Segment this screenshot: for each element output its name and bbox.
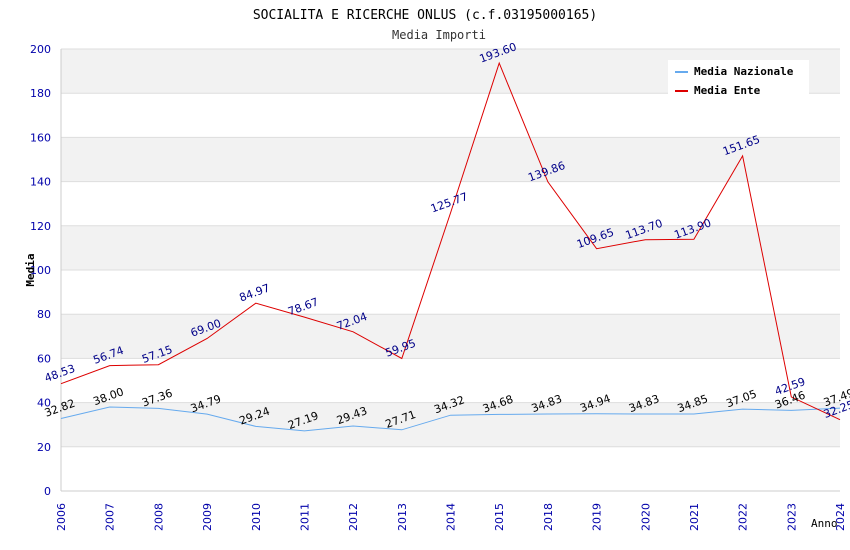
y-tick-label: 60 xyxy=(37,352,51,365)
data-label: 125.77 xyxy=(429,190,470,215)
x-tick-label: 2006 xyxy=(55,503,68,531)
x-tick-label: 2009 xyxy=(201,503,214,531)
series-line-media-nazionale xyxy=(60,406,841,432)
x-tick-label: 2013 xyxy=(396,503,409,531)
y-tick-label: 100 xyxy=(30,264,51,277)
legend: Media Nazionale Media Ente xyxy=(668,60,809,98)
y-tick-label: 160 xyxy=(30,131,51,144)
y-tick-label: 140 xyxy=(30,176,51,189)
x-tick-label: 2022 xyxy=(737,503,750,531)
x-axis-ticks: 2006 2007 2008 2009 2010 2011 2012 2013 2014 2015… xyxy=(55,503,847,531)
grid-lines xyxy=(60,48,840,492)
y-axis-ticks: 0 20 40 60 80 100 120 140 160 180 200 xyxy=(30,43,51,498)
y-tick-label: 40 xyxy=(37,397,51,410)
plot-band xyxy=(61,314,840,359)
x-tick-label: 2021 xyxy=(688,503,701,531)
y-tick-label: 0 xyxy=(44,485,51,498)
chart-subtitle: Media Importi xyxy=(392,28,486,42)
data-label: 84.97 xyxy=(238,281,272,304)
x-tick-label: 2011 xyxy=(298,503,311,531)
x-tick-label: 2014 xyxy=(445,503,458,531)
y-tick-label: 180 xyxy=(30,87,51,100)
y-tick-label: 200 xyxy=(30,43,51,56)
x-tick-label: 2023 xyxy=(785,503,798,531)
chart-title: SOCIALITA E RICERCHE ONLUS (c.f.03195000… xyxy=(253,8,597,23)
x-tick-label: 2024 xyxy=(834,503,847,531)
y-tick-label: 120 xyxy=(30,220,51,233)
x-tick-label: 2015 xyxy=(493,503,506,531)
plot-bands xyxy=(61,49,840,447)
data-label: 48.53 xyxy=(43,362,77,385)
x-tick-label: 2020 xyxy=(639,503,652,531)
y-axis-label: Media xyxy=(24,253,37,286)
plot-band xyxy=(61,225,840,270)
x-tick-label: 2008 xyxy=(152,503,165,531)
series-lines xyxy=(60,61,841,432)
plot-band xyxy=(61,137,840,182)
x-tick-label: 2018 xyxy=(542,503,555,531)
legend-label-media-ente: Media Ente xyxy=(694,84,761,97)
x-tick-label: 2019 xyxy=(591,503,604,531)
legend-label-media-nazionale: Media Nazionale xyxy=(694,65,794,78)
y-tick-label: 80 xyxy=(37,308,51,321)
x-axis-label: Anno xyxy=(811,517,838,530)
x-tick-label: 2012 xyxy=(347,503,360,531)
series-line-media-ente xyxy=(60,61,841,421)
y-tick-label: 20 xyxy=(37,441,51,454)
plot-band xyxy=(61,402,840,447)
x-tick-label: 2010 xyxy=(250,503,263,531)
x-tick-label: 2007 xyxy=(104,503,117,531)
